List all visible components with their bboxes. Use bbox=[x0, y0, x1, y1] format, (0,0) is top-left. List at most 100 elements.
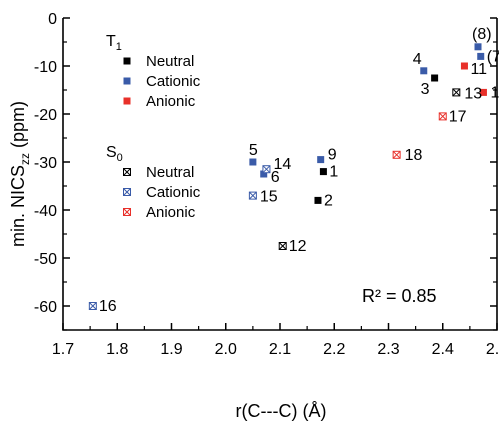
data-point bbox=[249, 158, 257, 166]
marker-square bbox=[477, 52, 485, 60]
marker-square bbox=[317, 156, 325, 164]
x-tick-label: 2.0 bbox=[215, 341, 237, 358]
data-point bbox=[474, 43, 482, 51]
y-tick-label: -30 bbox=[34, 155, 57, 172]
marker-cross bbox=[392, 150, 401, 159]
legend-title-sub: 1 bbox=[116, 41, 122, 53]
data-point bbox=[317, 156, 325, 164]
y-axis-label-main: min. NICS bbox=[8, 165, 28, 247]
marker-square bbox=[474, 43, 482, 51]
marker-square bbox=[420, 67, 428, 75]
point-label: 1 bbox=[329, 164, 338, 181]
marker-cross bbox=[88, 302, 97, 310]
marker-square bbox=[249, 158, 257, 166]
data-point bbox=[460, 62, 468, 70]
marker-square bbox=[319, 168, 327, 176]
legend-entry-label: Cationic bbox=[146, 73, 201, 90]
y-axis-label: min. NICSzz (ppm) bbox=[8, 101, 32, 247]
marker-cross bbox=[278, 242, 287, 250]
data-point bbox=[260, 170, 268, 178]
data-point bbox=[262, 165, 271, 174]
marker-square bbox=[314, 196, 322, 204]
legend-group-title: S0 bbox=[106, 144, 123, 164]
legend-marker bbox=[123, 188, 131, 196]
legend-entry-label: Neutral bbox=[146, 164, 194, 181]
legend-marker bbox=[123, 97, 131, 105]
axis-ticks: 1.7 1.8 1.9 2.0 2.1 2.2 2.3 2.4 2.5 0 -10 -20 -30 -40… bbox=[34, 11, 499, 358]
legend-entry-label: Neutral bbox=[146, 53, 194, 70]
legend-title-sub: 0 bbox=[117, 152, 123, 164]
data-point bbox=[420, 67, 428, 75]
x-tick-label: 2.2 bbox=[323, 341, 345, 358]
legend: T1 Neutral Cationic Anionic S0 Neutral Cationi… bbox=[106, 33, 201, 221]
point-label: (7) bbox=[487, 48, 499, 65]
point-label: 11 bbox=[470, 61, 487, 78]
y-tick-label: -20 bbox=[34, 107, 57, 124]
legend-marker bbox=[123, 57, 131, 65]
x-axis-label: r(C---C) (Å) bbox=[236, 401, 327, 421]
marker-square bbox=[123, 57, 131, 65]
point-label: 13 bbox=[464, 85, 482, 102]
legend-entry-label: Anionic bbox=[146, 204, 196, 221]
legend-entry-label: Cationic bbox=[146, 184, 201, 201]
point-label: 9 bbox=[328, 147, 337, 164]
point-label: 17 bbox=[449, 108, 467, 125]
x-tick-label: 2.5 bbox=[486, 341, 499, 358]
point-label: 3 bbox=[421, 81, 430, 98]
y-tick-label: -40 bbox=[34, 203, 57, 220]
x-tick-label: 1.8 bbox=[106, 341, 128, 358]
data-point bbox=[452, 88, 461, 97]
point-label: 5 bbox=[249, 142, 258, 159]
legend-title-main: S bbox=[106, 144, 117, 161]
marker-cross bbox=[452, 88, 461, 97]
legend-title-main: T bbox=[106, 33, 116, 50]
point-label: 2 bbox=[324, 192, 333, 209]
x-tick-label: 2.3 bbox=[377, 341, 399, 358]
point-label: 4 bbox=[413, 51, 422, 68]
y-axis-label-sub: zz bbox=[18, 153, 32, 165]
legend-marker bbox=[123, 168, 131, 176]
data-point bbox=[278, 242, 287, 250]
marker-square bbox=[431, 74, 439, 82]
x-tick-label: 1.7 bbox=[52, 341, 74, 358]
x-tick-label: 1.9 bbox=[160, 341, 182, 358]
axis-labels: r(C---C) (Å) min. NICSzz (ppm) bbox=[8, 101, 326, 421]
data-point bbox=[392, 150, 401, 159]
marker-cross bbox=[438, 112, 447, 121]
marker-cross bbox=[123, 208, 131, 216]
point-label: 15 bbox=[260, 189, 278, 206]
marker-cross bbox=[123, 168, 131, 176]
point-label: (8) bbox=[472, 26, 492, 43]
data-point bbox=[314, 196, 322, 204]
marker-square bbox=[123, 77, 131, 85]
x-tick-label: 2.1 bbox=[269, 341, 291, 358]
data-point bbox=[479, 88, 487, 96]
point-label: 12 bbox=[289, 238, 307, 255]
marker-cross bbox=[123, 188, 131, 196]
y-tick-label: 0 bbox=[48, 11, 57, 28]
point-label: 16 bbox=[99, 298, 117, 315]
y-tick-label: -10 bbox=[34, 59, 57, 76]
y-tick-label: -50 bbox=[34, 251, 57, 268]
r-squared-annotation: R² = 0.85 bbox=[362, 286, 437, 306]
point-label: 10 bbox=[490, 84, 499, 101]
legend-marker bbox=[123, 77, 131, 85]
data-point bbox=[477, 52, 485, 60]
marker-cross bbox=[249, 191, 257, 200]
marker-square bbox=[260, 170, 268, 178]
marker-square bbox=[123, 97, 131, 105]
point-label: 18 bbox=[405, 147, 423, 164]
y-axis-label-unit: (ppm) bbox=[8, 101, 28, 153]
y-tick-label: -60 bbox=[34, 299, 57, 316]
legend-entry-label: Anionic bbox=[146, 93, 196, 110]
x-tick-label: 2.4 bbox=[432, 341, 454, 358]
data-point bbox=[248, 191, 257, 200]
marker-square bbox=[460, 62, 468, 70]
legend-group-title: T1 bbox=[106, 33, 122, 53]
point-label: 14 bbox=[273, 156, 291, 173]
data-point bbox=[319, 168, 327, 176]
data-point bbox=[431, 74, 439, 82]
data-point bbox=[88, 302, 97, 310]
